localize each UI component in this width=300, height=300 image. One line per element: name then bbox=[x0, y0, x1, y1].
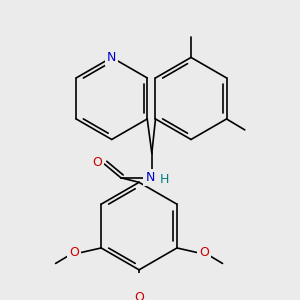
Text: N: N bbox=[145, 171, 155, 184]
Text: O: O bbox=[92, 156, 102, 169]
Text: O: O bbox=[69, 246, 79, 259]
Text: N: N bbox=[107, 51, 116, 64]
Text: H: H bbox=[160, 173, 169, 186]
Text: O: O bbox=[134, 291, 144, 300]
Text: O: O bbox=[200, 246, 209, 259]
